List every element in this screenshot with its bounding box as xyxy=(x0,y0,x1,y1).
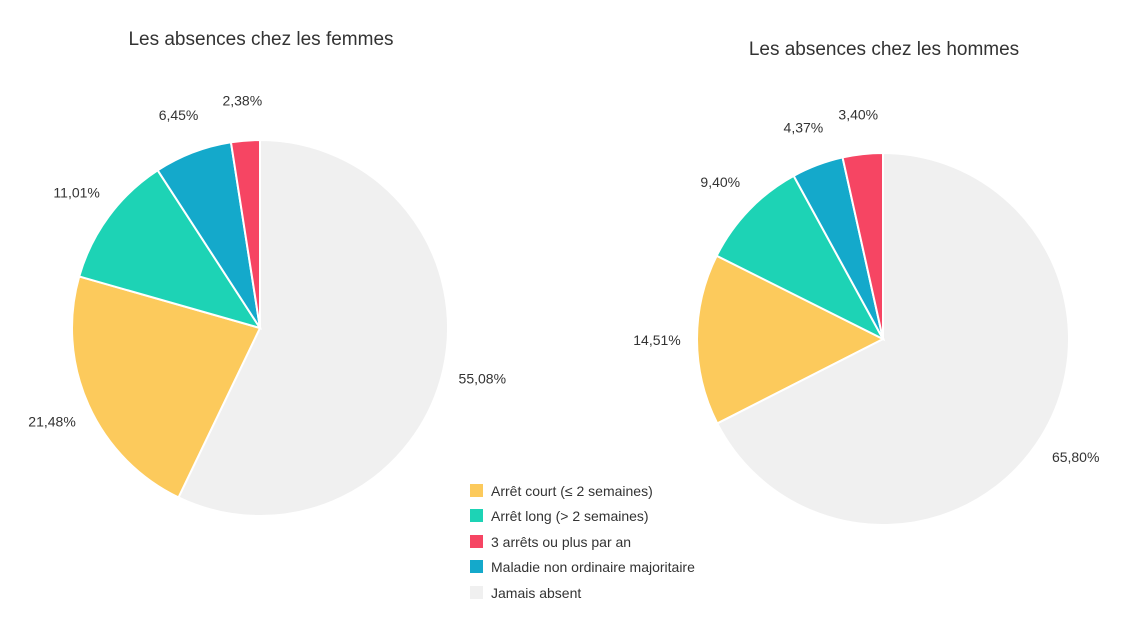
legend-label: Maladie non ordinaire majoritaire xyxy=(491,559,695,575)
pie-slice[interactable] xyxy=(229,138,261,329)
data-label: 3,40% xyxy=(838,106,878,122)
data-label: 4,37% xyxy=(784,119,824,135)
pie-slice[interactable] xyxy=(77,168,263,330)
data-label: 9,40% xyxy=(700,174,740,190)
legend-label: Arrêt long (> 2 semaines) xyxy=(491,508,649,524)
data-label: 11,01% xyxy=(53,184,99,200)
data-label: 14,51% xyxy=(633,332,680,348)
data-label: 2,38% xyxy=(222,93,262,109)
legend-swatch xyxy=(470,535,483,548)
data-label: 21,48% xyxy=(28,413,75,429)
pie-slice[interactable] xyxy=(841,151,884,340)
data-label: 55,08% xyxy=(459,371,506,387)
legend-swatch xyxy=(470,509,483,522)
data-label: 6,45% xyxy=(159,107,199,123)
legend-swatch xyxy=(470,586,483,599)
pie-slice[interactable] xyxy=(715,151,1070,526)
chart-title-men: Les absences chez les hommes xyxy=(749,39,1019,60)
legend-item[interactable]: 3 arrêts ou plus par an xyxy=(470,534,631,550)
pie-slice[interactable] xyxy=(715,174,886,342)
data-label: 65,80% xyxy=(1052,449,1099,465)
legend: Arrêt court (≤ 2 semaines) Arrêt long (>… xyxy=(470,483,695,601)
pie-women: 55,08% 21,48% 11,01% 6,45% 2,38% xyxy=(28,93,506,517)
legend-label: Jamais absent xyxy=(491,585,581,601)
pie-slice[interactable] xyxy=(177,138,449,517)
legend-swatch xyxy=(470,560,483,573)
pie-slice[interactable] xyxy=(71,275,262,499)
pie-slice[interactable] xyxy=(696,254,886,425)
pie-men: 65,80% 14,51% 9,40% 4,37% 3,40% xyxy=(633,106,1099,526)
legend-item[interactable]: Jamais absent xyxy=(470,585,581,601)
legend-item[interactable]: Maladie non ordinaire majoritaire xyxy=(470,559,695,575)
legend-label: Arrêt court (≤ 2 semaines) xyxy=(491,483,653,499)
chart-title-women: Les absences chez les femmes xyxy=(128,29,393,50)
legend-swatch xyxy=(470,484,483,497)
legend-item[interactable]: Arrêt long (> 2 semaines) xyxy=(470,508,649,524)
legend-label: 3 arrêts ou plus par an xyxy=(491,534,631,550)
legend-item[interactable]: Arrêt court (≤ 2 semaines) xyxy=(470,483,653,499)
